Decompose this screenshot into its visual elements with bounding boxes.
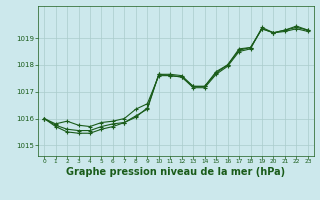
X-axis label: Graphe pression niveau de la mer (hPa): Graphe pression niveau de la mer (hPa) xyxy=(67,167,285,177)
